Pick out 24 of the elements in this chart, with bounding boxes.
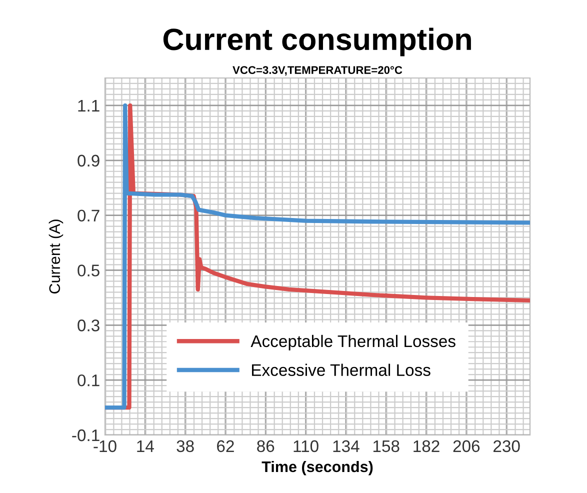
legend-label: Excessive Thermal Loss [252,364,430,376]
x-tick-label: -10 [94,440,116,452]
y-axis-title: Current (A) [48,220,64,294]
x-tick-label: 110 [294,440,318,452]
x-tick-label: 62 [217,440,234,452]
x-tick-label: 86 [257,440,274,452]
chart-title: Current consumption [163,28,471,56]
y-tick-label: 0.7 [78,210,100,222]
y-tick-label: 0.3 [78,320,100,332]
x-axis-title: Time (seconds) [262,460,373,476]
x-tick-label: 134 [333,440,360,452]
x-tick-label: 230 [494,440,520,452]
x-tick-label: 206 [453,440,480,452]
y-tick-label: 0.1 [78,374,100,386]
chart-subtitle: VCC=3.3V,TEMPERATURE=20°C [232,66,402,76]
x-tick-label: 38 [176,440,194,452]
y-tick-label: -0.1 [72,429,100,442]
x-tick-label: 158 [373,440,400,452]
x-tick-label: 14 [137,440,154,452]
y-tick-label: 0.9 [78,154,100,167]
x-tick-label: 182 [414,440,440,452]
y-tick-label: 0.5 [78,264,100,276]
y-tick-label: 1.1 [78,100,100,112]
legend-label: Acceptable Thermal Losses [250,334,456,350]
